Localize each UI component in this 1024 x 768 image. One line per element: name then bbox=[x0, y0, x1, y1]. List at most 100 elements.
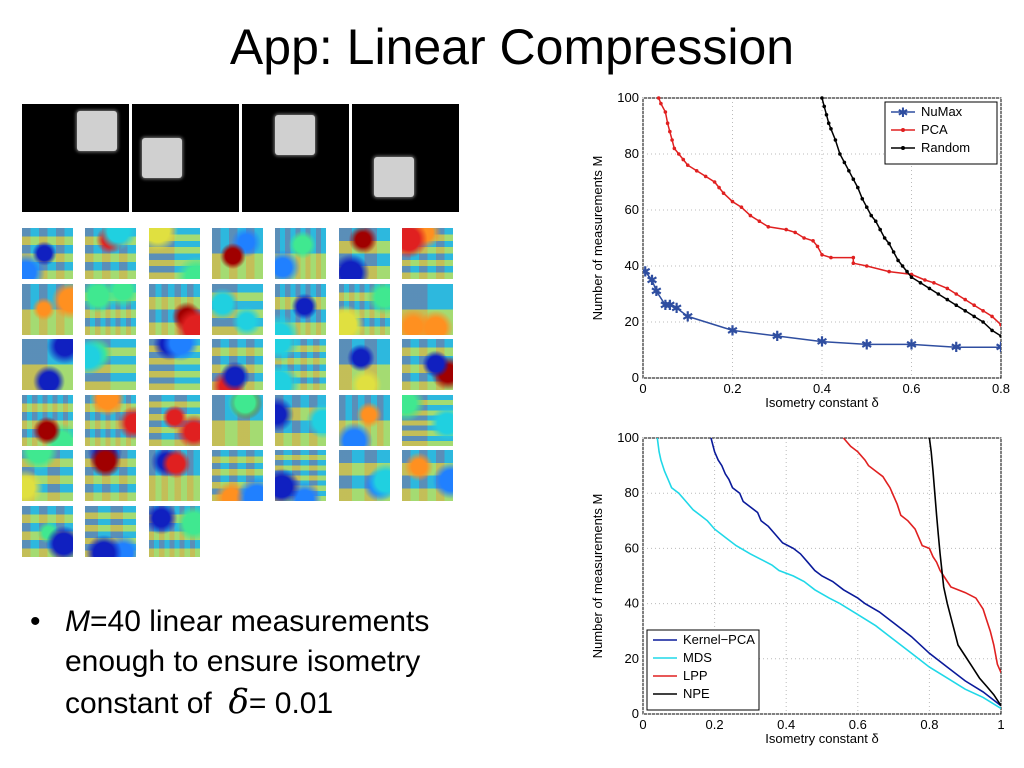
data-point-marker: ✱ bbox=[861, 336, 873, 352]
data-point-marker bbox=[833, 138, 838, 142]
data-point-marker bbox=[829, 255, 833, 260]
data-point-marker bbox=[757, 219, 762, 223]
x-tick-label: 0.8 bbox=[992, 381, 1010, 396]
legend-entry: NuMax bbox=[921, 104, 963, 119]
legend-entry: NPE bbox=[683, 686, 710, 701]
series-random bbox=[820, 96, 1001, 338]
basis-image bbox=[275, 283, 327, 335]
data-point-marker bbox=[999, 323, 1001, 327]
basis-image bbox=[275, 339, 327, 390]
data-point-marker bbox=[842, 160, 847, 165]
y-tick-label: 80 bbox=[625, 485, 639, 500]
data-point-marker bbox=[945, 286, 950, 291]
basis-image bbox=[401, 283, 453, 335]
y-axis-label: Number of measurements M bbox=[592, 494, 605, 659]
bullet-line-1: =40 linear measurements bbox=[90, 605, 430, 638]
basis-image bbox=[85, 283, 137, 335]
basis-image bbox=[401, 394, 453, 446]
bullet-variable: M bbox=[65, 605, 90, 638]
basis-image bbox=[22, 394, 73, 446]
data-point-marker: ✱ bbox=[727, 322, 739, 338]
data-point-marker bbox=[824, 113, 829, 117]
data-point-marker bbox=[822, 104, 827, 109]
y-tick-label: 40 bbox=[625, 258, 639, 273]
series-line bbox=[656, 437, 1001, 710]
x-tick-label: 0.2 bbox=[706, 717, 724, 732]
data-point-marker bbox=[717, 185, 721, 190]
basis-image bbox=[85, 339, 137, 390]
data-point-marker bbox=[829, 127, 833, 131]
bullet-line-3: constant of bbox=[65, 687, 212, 720]
series-mds bbox=[656, 437, 1001, 710]
data-point-marker bbox=[851, 261, 856, 265]
data-point-marker bbox=[999, 334, 1001, 338]
data-point-marker: ✱ bbox=[671, 300, 683, 316]
data-point-marker bbox=[905, 269, 909, 274]
data-point-marker: ✱ bbox=[639, 264, 651, 280]
basis-image bbox=[148, 394, 200, 446]
basis-image bbox=[275, 228, 327, 279]
basis-image bbox=[148, 450, 200, 501]
data-point-marker bbox=[659, 101, 663, 106]
y-tick-label: 0 bbox=[632, 706, 639, 721]
data-point-marker: ✱ bbox=[816, 334, 828, 350]
data-point-marker: ✱ bbox=[646, 272, 658, 288]
data-point-marker bbox=[972, 314, 976, 319]
bullet-value: = 0.01 bbox=[248, 687, 334, 720]
data-point-marker bbox=[860, 197, 865, 201]
data-point-marker bbox=[963, 297, 967, 302]
legend-entry: LPP bbox=[683, 668, 708, 683]
basis-image bbox=[148, 283, 200, 335]
basis-image bbox=[22, 228, 73, 279]
delta-symbol: δ bbox=[228, 682, 249, 722]
legend-marker bbox=[901, 146, 905, 150]
image-frame bbox=[132, 104, 239, 212]
data-point-marker bbox=[918, 281, 923, 285]
data-point-marker bbox=[820, 96, 824, 100]
data-point-marker bbox=[820, 253, 824, 257]
y-tick-label: 60 bbox=[625, 202, 639, 217]
numax-pca-random-chart: 0 0.2 0.4 0.6 0.8 0 20 40 60 80 100 Isometry consta… bbox=[592, 90, 1010, 410]
data-point-marker bbox=[851, 177, 856, 181]
basis-image bbox=[338, 228, 390, 279]
data-point-marker bbox=[739, 205, 744, 209]
data-point-marker bbox=[838, 152, 842, 156]
data-point-marker bbox=[864, 264, 869, 268]
data-point-marker bbox=[826, 121, 831, 125]
basis-image bbox=[275, 450, 327, 501]
data-point-marker bbox=[811, 239, 815, 243]
basis-image bbox=[85, 505, 137, 557]
basis-image bbox=[401, 228, 453, 279]
data-point-marker bbox=[712, 180, 717, 184]
data-point-marker bbox=[670, 138, 674, 142]
data-point-marker bbox=[730, 199, 735, 204]
data-point-marker bbox=[990, 328, 994, 333]
data-point-marker bbox=[685, 163, 690, 167]
basis-image bbox=[85, 228, 137, 279]
data-point-marker bbox=[815, 244, 820, 249]
y-tick-label: 60 bbox=[625, 540, 639, 555]
data-point-marker bbox=[793, 230, 797, 235]
x-tick-label: 0.8 bbox=[920, 717, 938, 732]
data-point-marker: ✱ bbox=[660, 297, 672, 313]
data-point-marker: ✱ bbox=[651, 283, 663, 299]
data-point-marker bbox=[900, 264, 905, 268]
basis-image bbox=[22, 339, 73, 390]
data-point-marker bbox=[802, 236, 806, 240]
data-point-marker bbox=[681, 157, 686, 162]
legend-entry: PCA bbox=[921, 122, 948, 137]
x-tick-label: 0.6 bbox=[902, 381, 920, 396]
legend-marker: ✱ bbox=[898, 105, 909, 120]
data-point-marker bbox=[677, 152, 681, 156]
basis-image bbox=[338, 394, 390, 446]
basis-image bbox=[211, 283, 263, 335]
data-point-marker: ✱ bbox=[950, 339, 962, 355]
x-tick-label: 0 bbox=[639, 717, 646, 732]
basis-image bbox=[211, 228, 263, 279]
data-point-marker bbox=[891, 250, 896, 254]
data-point-marker bbox=[665, 121, 670, 125]
data-point-marker bbox=[663, 110, 668, 114]
basis-image bbox=[401, 339, 453, 390]
series-line bbox=[710, 437, 1001, 707]
basis-image bbox=[401, 450, 453, 501]
